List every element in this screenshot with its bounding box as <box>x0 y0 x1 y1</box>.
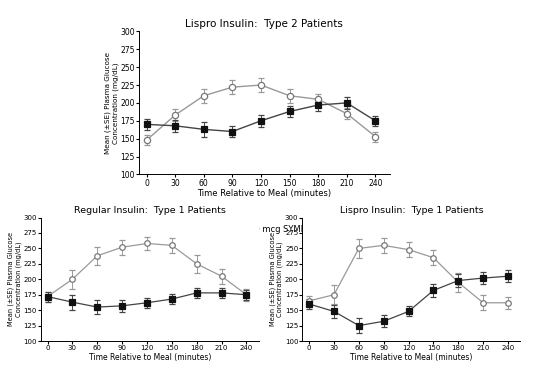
Title: Regular Insulin:  Type 1 Patients: Regular Insulin: Type 1 Patients <box>74 207 226 215</box>
X-axis label: Time Relative to Meal (minutes): Time Relative to Meal (minutes) <box>89 352 211 361</box>
Y-axis label: Mean (±SE) Plasma Glucose
Concentration (mg/dL): Mean (±SE) Plasma Glucose Concentration … <box>269 232 283 327</box>
X-axis label: Time Relative to Meal (minutes): Time Relative to Meal (minutes) <box>197 189 331 198</box>
X-axis label: Time Relative to Meal (minutes): Time Relative to Meal (minutes) <box>350 352 473 361</box>
Legend: Lispro Insulin, 120 mcg SYMLIN + Lispro Insulin: Lispro Insulin, 120 mcg SYMLIN + Lispro … <box>143 221 386 237</box>
Y-axis label: Mean (±SE) Plasma Glucose
Concentration (mg/dL): Mean (±SE) Plasma Glucose Concentration … <box>8 232 22 327</box>
Title: Lispro Insulin:  Type 1 Patients: Lispro Insulin: Type 1 Patients <box>340 207 483 215</box>
Y-axis label: Mean (±SE) Plasma Glucose
Concentration (mg/dL): Mean (±SE) Plasma Glucose Concentration … <box>105 52 119 154</box>
Title: Lispro Insulin:  Type 2 Patients: Lispro Insulin: Type 2 Patients <box>185 19 343 29</box>
